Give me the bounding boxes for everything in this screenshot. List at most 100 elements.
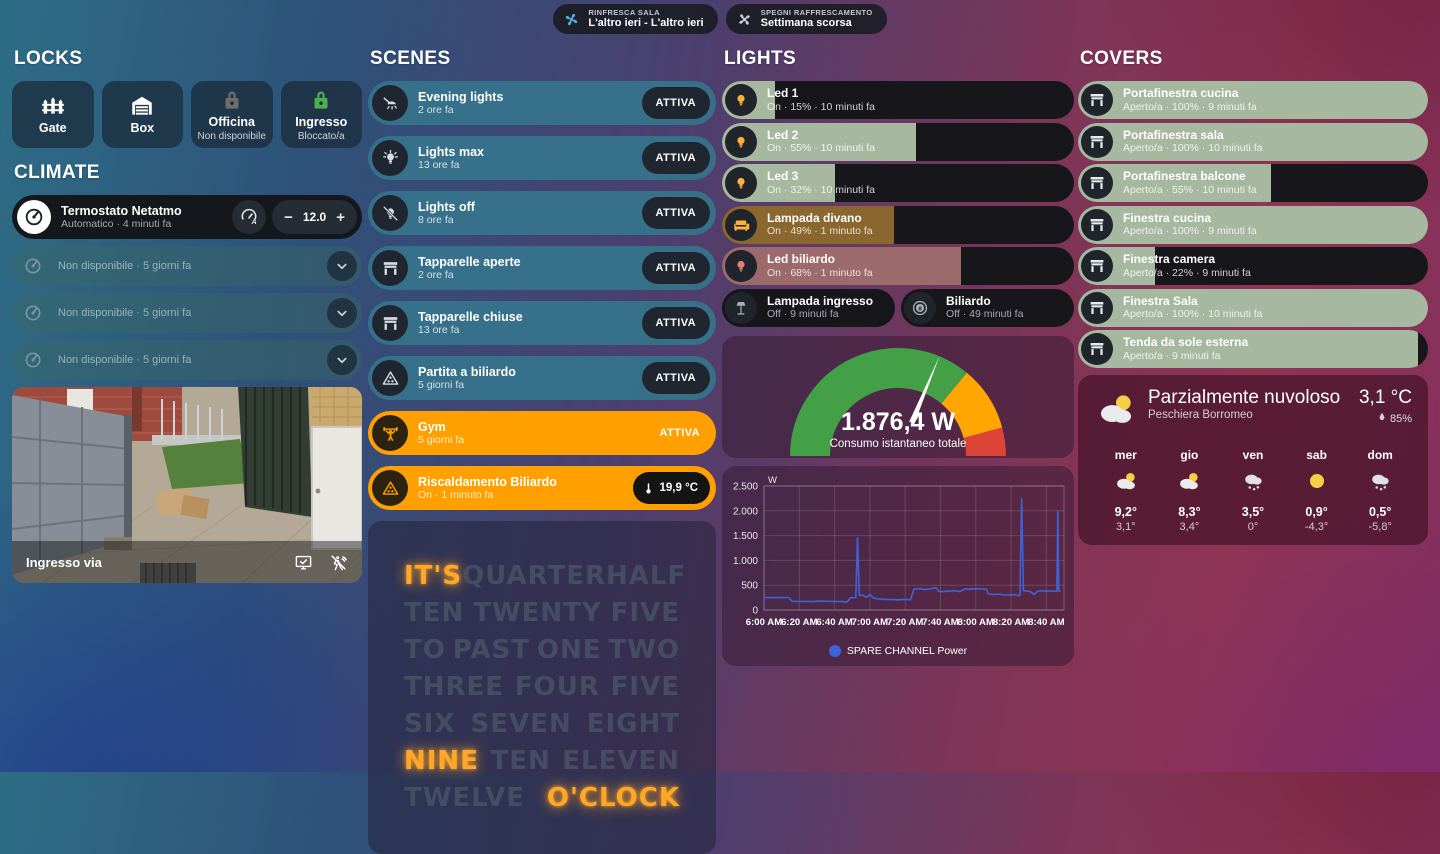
weather-humidity: 85% [1389, 412, 1412, 425]
snowy-icon [1367, 468, 1393, 494]
cover-slider-row[interactable]: Portafinestra cucina Aperto/a · 100% · 9 … [1078, 81, 1428, 119]
scene-activate-button[interactable]: ATTIVA [641, 362, 710, 394]
scene-row[interactable]: Partita a biliardo 5 giorni fa ATTIVA [368, 356, 716, 400]
toggle-icon-button[interactable] [1081, 125, 1113, 158]
monitor-check-icon[interactable] [294, 553, 313, 572]
lightbulb-on-icon [381, 149, 400, 168]
scene-row[interactable]: Evening lights 2 ore fa ATTIVA [368, 81, 716, 125]
chevron-down-icon[interactable] [327, 251, 357, 281]
scene-activate-button[interactable]: ATTIVA [641, 197, 710, 229]
scene-status: 5 giorni fa [418, 434, 465, 447]
clock-word: TWENTY [473, 598, 602, 628]
motion-off-icon[interactable] [329, 553, 348, 572]
scene-status: 13 ore fa [418, 324, 460, 337]
scene-activate-button[interactable]: ATTIVA [641, 142, 710, 174]
scene-status: 2 ore fa [418, 104, 454, 117]
toggle-icon-button[interactable] [1081, 291, 1113, 324]
thermostat-status: Automatico · 4 minuti fa [61, 218, 172, 231]
chevron-down-icon[interactable] [327, 298, 357, 328]
toggle-icon-button[interactable] [1081, 167, 1113, 199]
cover-slider-row[interactable]: Portafinestra balcone Aperto/a · 55% · 10… [1078, 164, 1428, 202]
gauge-icon [17, 200, 51, 234]
toggle-icon-button[interactable] [725, 125, 757, 158]
camera-feed [12, 387, 362, 583]
toggle-icon-button[interactable]: 8 [904, 291, 936, 324]
light-tile[interactable]: 8 Biliardo Off · 49 minuti fa [901, 288, 1074, 327]
light-slider-row[interactable]: Led 2 On · 55% · 10 minuti fa [722, 122, 1074, 161]
forecast-day: gio 8,3° 3,4° [1158, 448, 1222, 533]
cover-status: Aperto/a · 100% · 9 minuti fa [1123, 100, 1257, 113]
clock-line: SIX SEVEN EIGHT [404, 709, 680, 739]
column-lights-energy: LIGHTS Led 1 On · 15% · 10 minuti fa Led 2… [722, 34, 1074, 666]
locks-grid: Gate Box Officina Non disponibile Ingresso Bl… [12, 81, 362, 148]
scene-activate-button[interactable]: ATTIVA [641, 87, 710, 119]
unavailable-status: Non disponibile · 5 giorni fa [58, 307, 192, 319]
forecast-day-label: gio [1180, 448, 1199, 462]
svg-text:7:20 AM: 7:20 AM [887, 617, 923, 628]
badge-value: 19,9 °C [659, 482, 698, 494]
light-slider-row[interactable]: Lampada divano On · 49% · 1 minuto fa [722, 205, 1074, 244]
clock-line: NINE TEN ELEVEN [404, 746, 680, 776]
column-scenes: SCENES Evening lights 2 ore fa ATTIVA Light… [368, 34, 716, 854]
gauge-icon [23, 350, 43, 370]
toggle-icon-button[interactable] [725, 291, 757, 324]
toggle-icon-button[interactable] [725, 167, 757, 199]
top-action-chip[interactable]: RINFRESCA SALA L'altro ieri - L'altro ier… [553, 4, 718, 34]
cover-slider-row[interactable]: Finestra Sala Aperto/a · 100% · 10 minuti… [1078, 288, 1428, 327]
forecast-day-label: ven [1242, 448, 1264, 462]
toggle-icon-button[interactable] [725, 208, 757, 241]
column-locks-climate: LOCKS Gate Box Officina Non disponibile Ingr… [12, 34, 362, 583]
light-slider-row[interactable]: Led 1 On · 15% · 10 minuti fa [722, 81, 1074, 119]
setpoint-minus-button[interactable]: − [284, 208, 293, 226]
lock-tile-box[interactable]: Box [101, 81, 183, 148]
toggle-icon-button[interactable] [725, 84, 757, 116]
light-slider-row[interactable]: Led biliardo On · 68% · 1 minuto fa [722, 247, 1074, 285]
scene-status: 5 giorni fa [418, 379, 465, 392]
scene-activate-button[interactable]: ATTIVA [659, 427, 700, 439]
toggle-icon-button[interactable] [1081, 84, 1113, 116]
top-action-chip[interactable]: SPEGNI RAFFRESCAMENTO Settimana scorsa [725, 4, 887, 34]
billiards-icon [381, 369, 400, 388]
lock-tile-ingresso[interactable]: Ingresso Bloccato/a [280, 81, 362, 148]
chevron-down-icon[interactable] [327, 345, 357, 375]
cover-slider-row[interactable]: Portafinestra sala Aperto/a · 100% · 10 m… [1078, 122, 1428, 161]
scene-row[interactable]: Tapparelle aperte 2 ore fa ATTIVA [368, 246, 716, 290]
toggle-icon-button[interactable] [725, 250, 757, 282]
shutter-icon [1088, 174, 1106, 192]
cover-slider-row[interactable]: Finestra cucina Aperto/a · 100% · 9 minut… [1078, 205, 1428, 244]
toggle-icon-button[interactable] [1081, 250, 1113, 282]
thermostat-auto-icon[interactable]: A [232, 200, 267, 234]
lightbulb-icon [732, 257, 750, 275]
climate-unavailable-row: Non disponibile · 5 giorni fa [12, 246, 362, 286]
lock-status: Non disponibile [197, 130, 266, 142]
lock-tile-gate[interactable]: Gate [12, 81, 94, 148]
scene-activate-button[interactable]: ATTIVA [641, 307, 710, 339]
scene-activate-button[interactable]: ATTIVA [641, 252, 710, 284]
toggle-icon-button[interactable] [1081, 333, 1113, 365]
clock-word: SIX [404, 709, 456, 739]
slider-fill [1078, 122, 1428, 161]
sofa-icon [732, 216, 750, 234]
forecast-day-label: dom [1367, 448, 1393, 462]
slider-fill [1078, 330, 1418, 368]
setpoint-plus-button[interactable]: + [336, 208, 345, 226]
cover-slider-row[interactable]: Finestra camera Aperto/a · 22% · 9 minuti… [1078, 247, 1428, 285]
ceiling-light-icon [381, 94, 400, 113]
lock-tile-officina[interactable]: Officina Non disponibile [191, 81, 273, 148]
scene-row[interactable]: Gym 5 giorni fa ATTIVA [368, 411, 716, 455]
scene-row[interactable]: Lights off 8 ore fa ATTIVA [368, 191, 716, 235]
light-tile[interactable]: Lampada ingresso Off · 9 minuti fa [722, 288, 895, 327]
scene-name: Partita a biliardo [418, 364, 516, 379]
cover-name: Tenda da sole esterna [1123, 336, 1249, 350]
scene-row[interactable]: Riscaldamento Biliardo On · 1 minuto fa 19… [368, 466, 716, 510]
thermostat-row[interactable]: Termostato Netatmo Automatico · 4 minuti… [12, 195, 362, 239]
scene-row[interactable]: Tapparelle chiuse 13 ore fa ATTIVA [368, 301, 716, 345]
scene-name: Tapparelle chiuse [418, 309, 523, 324]
cover-slider-row[interactable]: Tenda da sole esterna Aperto/a · 9 minuti… [1078, 330, 1428, 368]
light-slider-row[interactable]: Led 3 On · 32% · 10 minuti fa [722, 164, 1074, 202]
forecast-day-label: mer [1114, 448, 1137, 462]
toggle-icon-button[interactable] [1081, 208, 1113, 241]
camera-card[interactable]: Ingresso via [12, 387, 362, 583]
scene-row[interactable]: Lights max 13 ore fa ATTIVA [368, 136, 716, 180]
clock-word: TEN [490, 746, 551, 776]
